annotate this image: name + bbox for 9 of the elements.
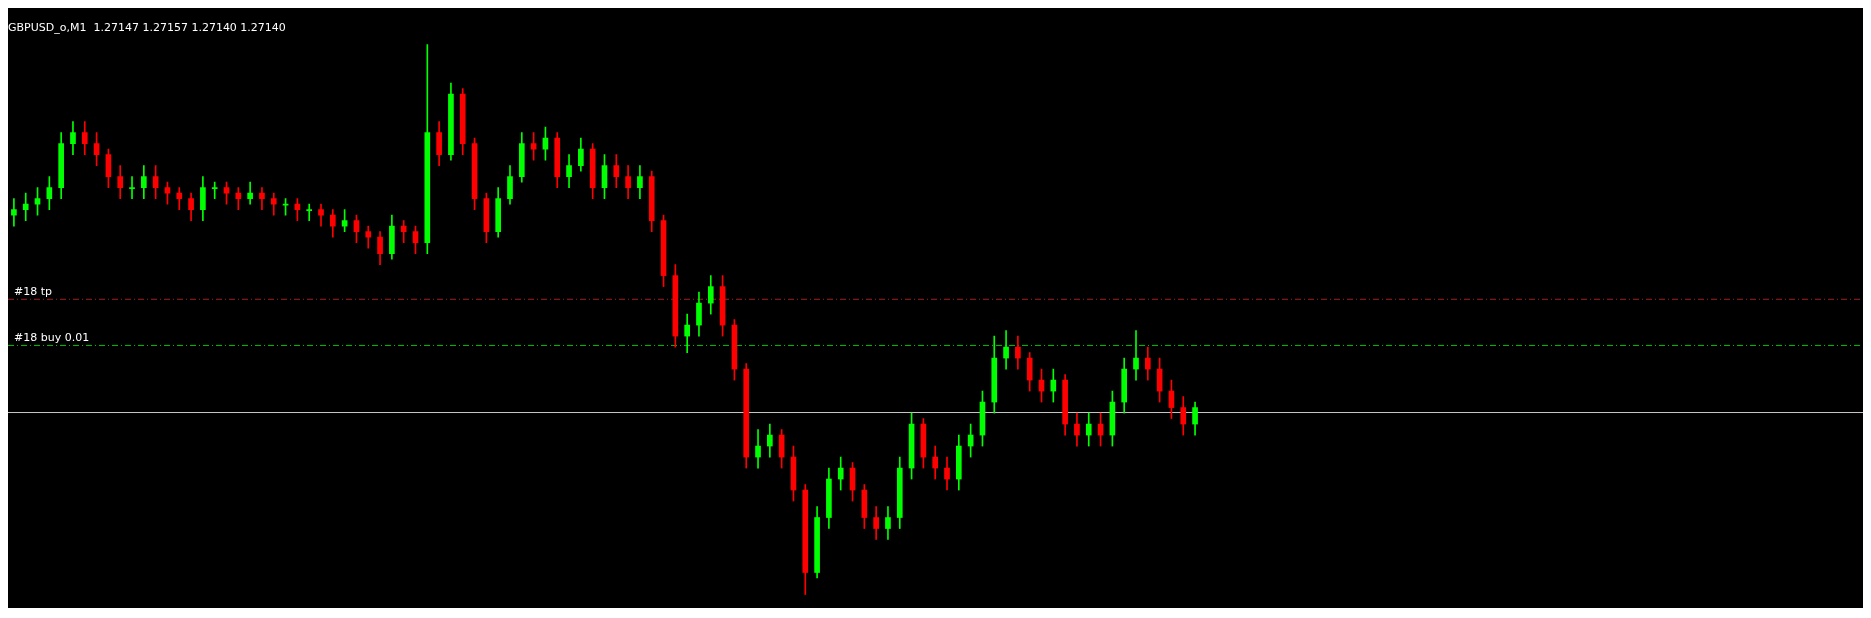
candlestick — [22, 192, 29, 221]
ref-line-label: #18 tp — [14, 284, 53, 298]
candlestick — [1133, 330, 1139, 381]
candlestick — [129, 176, 135, 199]
candlestick — [306, 203, 313, 221]
candlestick — [11, 198, 17, 227]
candlestick — [211, 181, 218, 199]
ref-line-label: #18 buy 0.01 — [14, 330, 90, 344]
chart-title: GBPUSD_o,M1 1.27147 1.27157 1.27140 1.27140 — [8, 21, 286, 35]
